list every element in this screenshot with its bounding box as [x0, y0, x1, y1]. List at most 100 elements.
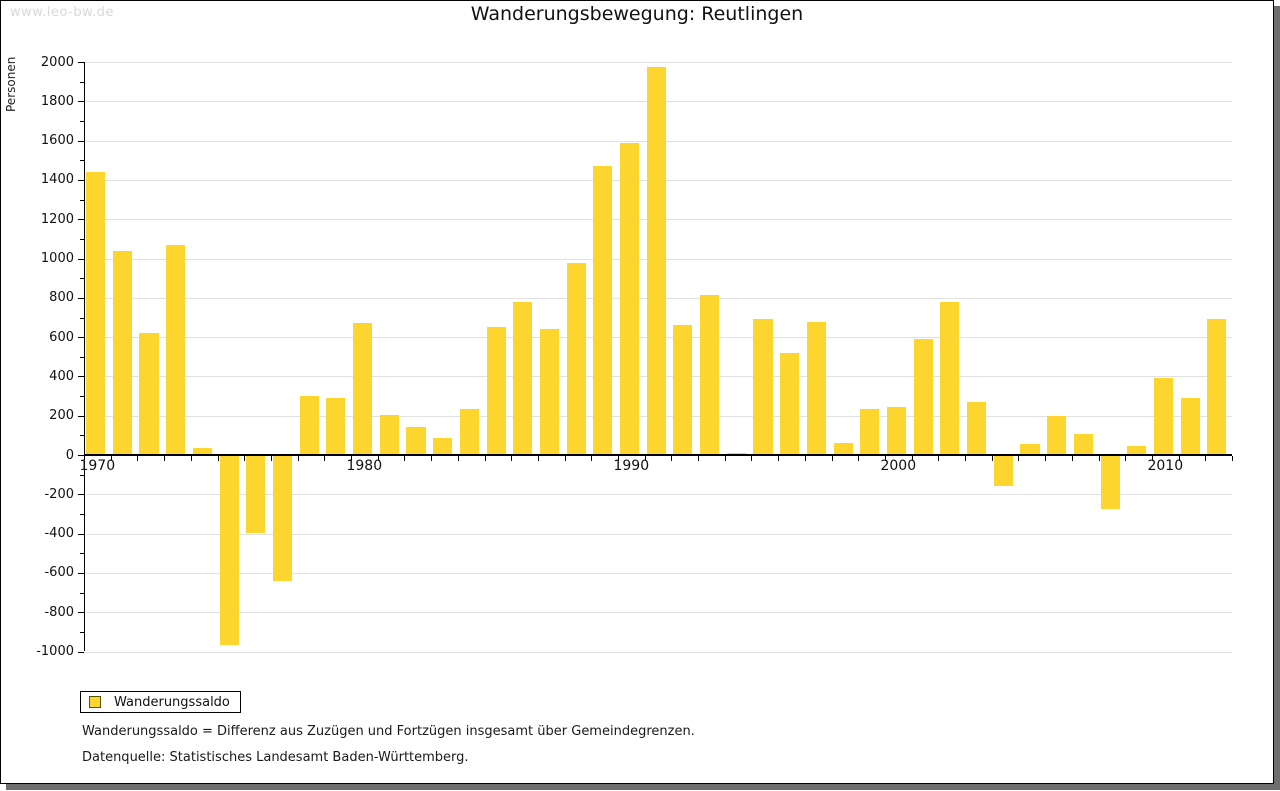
x-tick: [164, 456, 166, 461]
bar-1972: [139, 333, 159, 455]
x-axis-label-1970: 1970: [79, 458, 116, 474]
y-major-tick: [78, 376, 84, 378]
y-major-tick: [78, 572, 84, 574]
x-tick: [297, 456, 299, 461]
chart-title: Wanderungsbewegung: Reutlingen: [470, 3, 804, 25]
x-tick: [965, 456, 966, 461]
x-tick: [137, 456, 139, 461]
bar-1999: [860, 408, 880, 455]
bar-2002: [940, 301, 960, 455]
x-tick: [431, 456, 433, 461]
bar-1986: [513, 301, 533, 455]
bar-2010: [1153, 378, 1174, 455]
y-minor-tick: [80, 121, 84, 122]
bar-2008: [1100, 455, 1120, 509]
x-tick: [244, 456, 246, 461]
bar-2000: [886, 406, 907, 455]
y-axis-tick-label: 0: [65, 447, 74, 463]
x-tick: [991, 456, 993, 461]
bar-1992: [673, 325, 693, 455]
y-minor-tick: [80, 435, 84, 437]
y-axis-tick-label: -200: [44, 486, 74, 502]
x-tick: [1018, 456, 1020, 461]
y-minor-tick: [80, 553, 84, 555]
watermark: www.leo-bw.de: [10, 5, 114, 20]
y-axis-tick-label: 1400: [40, 172, 74, 188]
y-axis-tick-label: -1000: [36, 644, 74, 659]
x-tick: [911, 456, 913, 461]
x-axis-label-1990: 1990: [613, 458, 650, 474]
x-tick: [564, 456, 566, 461]
y-major-tick: [78, 219, 84, 221]
bar-1987: [539, 329, 560, 455]
x-tick: [84, 456, 85, 461]
x-tick: [404, 456, 406, 461]
bar-1989: [593, 166, 613, 455]
bar-1981: [379, 414, 399, 455]
legend-label: Wanderungssaldo: [114, 694, 230, 710]
bar-1998: [833, 443, 853, 455]
x-axis-label-2000: 2000: [880, 458, 917, 474]
x-tick: [591, 456, 593, 461]
bar-1974: [192, 448, 212, 455]
y-minor-tick: [80, 278, 84, 280]
bar-1996: [780, 352, 800, 455]
y-axis-tick-label: 600: [49, 329, 74, 345]
bar-1997: [806, 322, 826, 455]
x-tick: [778, 456, 780, 461]
bar-2005: [1020, 444, 1040, 455]
bar-1975: [219, 455, 239, 645]
x-tick: [858, 456, 860, 461]
y-axis-tick-label: -800: [44, 604, 74, 620]
x-tick: [938, 456, 940, 461]
x-tick: [377, 456, 379, 461]
bar-1978: [299, 396, 319, 455]
y-major-tick: [78, 140, 84, 142]
bar-1988: [566, 263, 586, 455]
gridline-2000: [84, 62, 1232, 64]
y-axis-tick-label: 1600: [40, 133, 74, 149]
y-minor-tick: [80, 474, 84, 476]
bar-1993: [700, 294, 720, 455]
legend: Wanderungssaldo: [80, 691, 241, 713]
bar-1977: [272, 455, 293, 581]
x-tick: [751, 456, 753, 461]
bar-1984: [459, 408, 479, 455]
y-minor-tick: [80, 592, 84, 594]
bar-1985: [486, 327, 506, 455]
x-tick: [884, 456, 886, 461]
x-tick: [351, 456, 352, 461]
x-tick: [484, 456, 486, 461]
bar-1979: [326, 398, 346, 455]
footnote-definition: Wanderungssaldo = Differenz aus Zuzügen …: [82, 724, 695, 739]
y-major-tick: [78, 337, 84, 339]
y-minor-tick: [80, 160, 84, 162]
bar-2012: [1207, 319, 1227, 455]
bar-1982: [406, 426, 426, 455]
x-tick: [270, 456, 272, 461]
x-tick: [457, 456, 459, 461]
y-axis-tick-label: 1800: [40, 93, 74, 109]
legend-swatch-icon: [89, 696, 101, 708]
gridline--1000: [84, 651, 1232, 653]
x-axis-label-2010: 2010: [1147, 458, 1184, 474]
bar-2009: [1127, 446, 1147, 455]
y-axis-tick-label: 800: [49, 290, 74, 306]
y-axis-tick-label: 400: [49, 368, 74, 384]
y-major-tick: [78, 101, 84, 103]
gridline--600: [84, 572, 1232, 574]
y-minor-tick: [80, 356, 84, 358]
bar-1976: [246, 455, 266, 533]
bar-2003: [967, 402, 987, 455]
y-major-tick: [78, 612, 84, 614]
x-tick: [724, 456, 726, 461]
y-axis-tick-label: 2000: [40, 54, 74, 70]
x-tick: [1045, 456, 1047, 461]
x-tick: [511, 456, 513, 461]
x-tick: [110, 456, 112, 461]
bar-1983: [433, 438, 453, 455]
bar-1980: [353, 323, 373, 455]
y-axis-tick-label: 200: [49, 408, 74, 424]
